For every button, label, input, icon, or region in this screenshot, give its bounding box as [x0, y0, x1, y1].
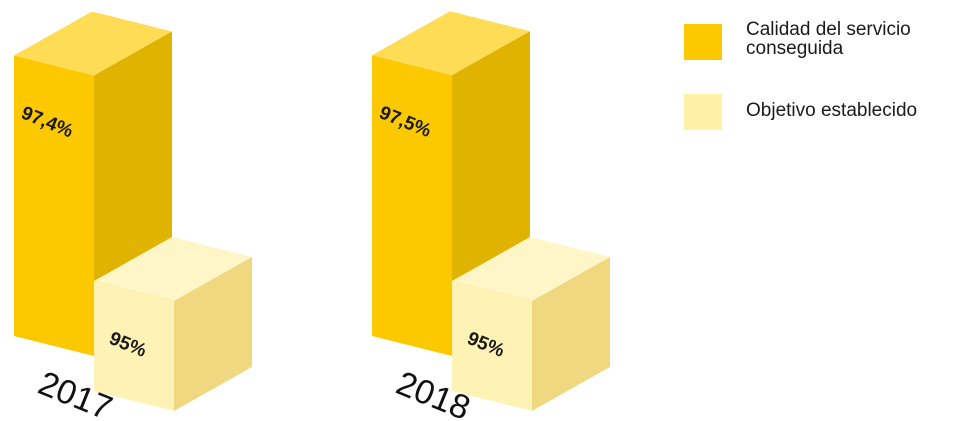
legend: Calidad del servicio conseguida Objetivo… — [684, 20, 969, 160]
bar-target-2017-top — [94, 237, 252, 301]
legend-label-achieved: Calidad del servicio conseguida — [746, 19, 911, 59]
bar-target-2017 — [94, 281, 174, 411]
legend-item-achieved: Calidad del servicio conseguida — [684, 20, 969, 90]
legend-item-target: Objetivo establecido — [684, 90, 969, 160]
bar-target-2018 — [452, 281, 532, 411]
bar-achieved-2018-top — [372, 11, 530, 76]
legend-swatch-achieved — [684, 24, 722, 60]
bar-achieved-2018 — [372, 55, 452, 356]
bar-achieved-2017 — [14, 55, 94, 356]
legend-label-target: Objetivo establecido — [746, 100, 918, 121]
bar-target-2017-side — [174, 257, 252, 411]
bar-target-2018-top — [452, 237, 610, 301]
bar-target-2018-side — [532, 257, 610, 411]
bar-achieved-2017-top — [14, 11, 172, 76]
legend-swatch-target — [684, 94, 722, 130]
